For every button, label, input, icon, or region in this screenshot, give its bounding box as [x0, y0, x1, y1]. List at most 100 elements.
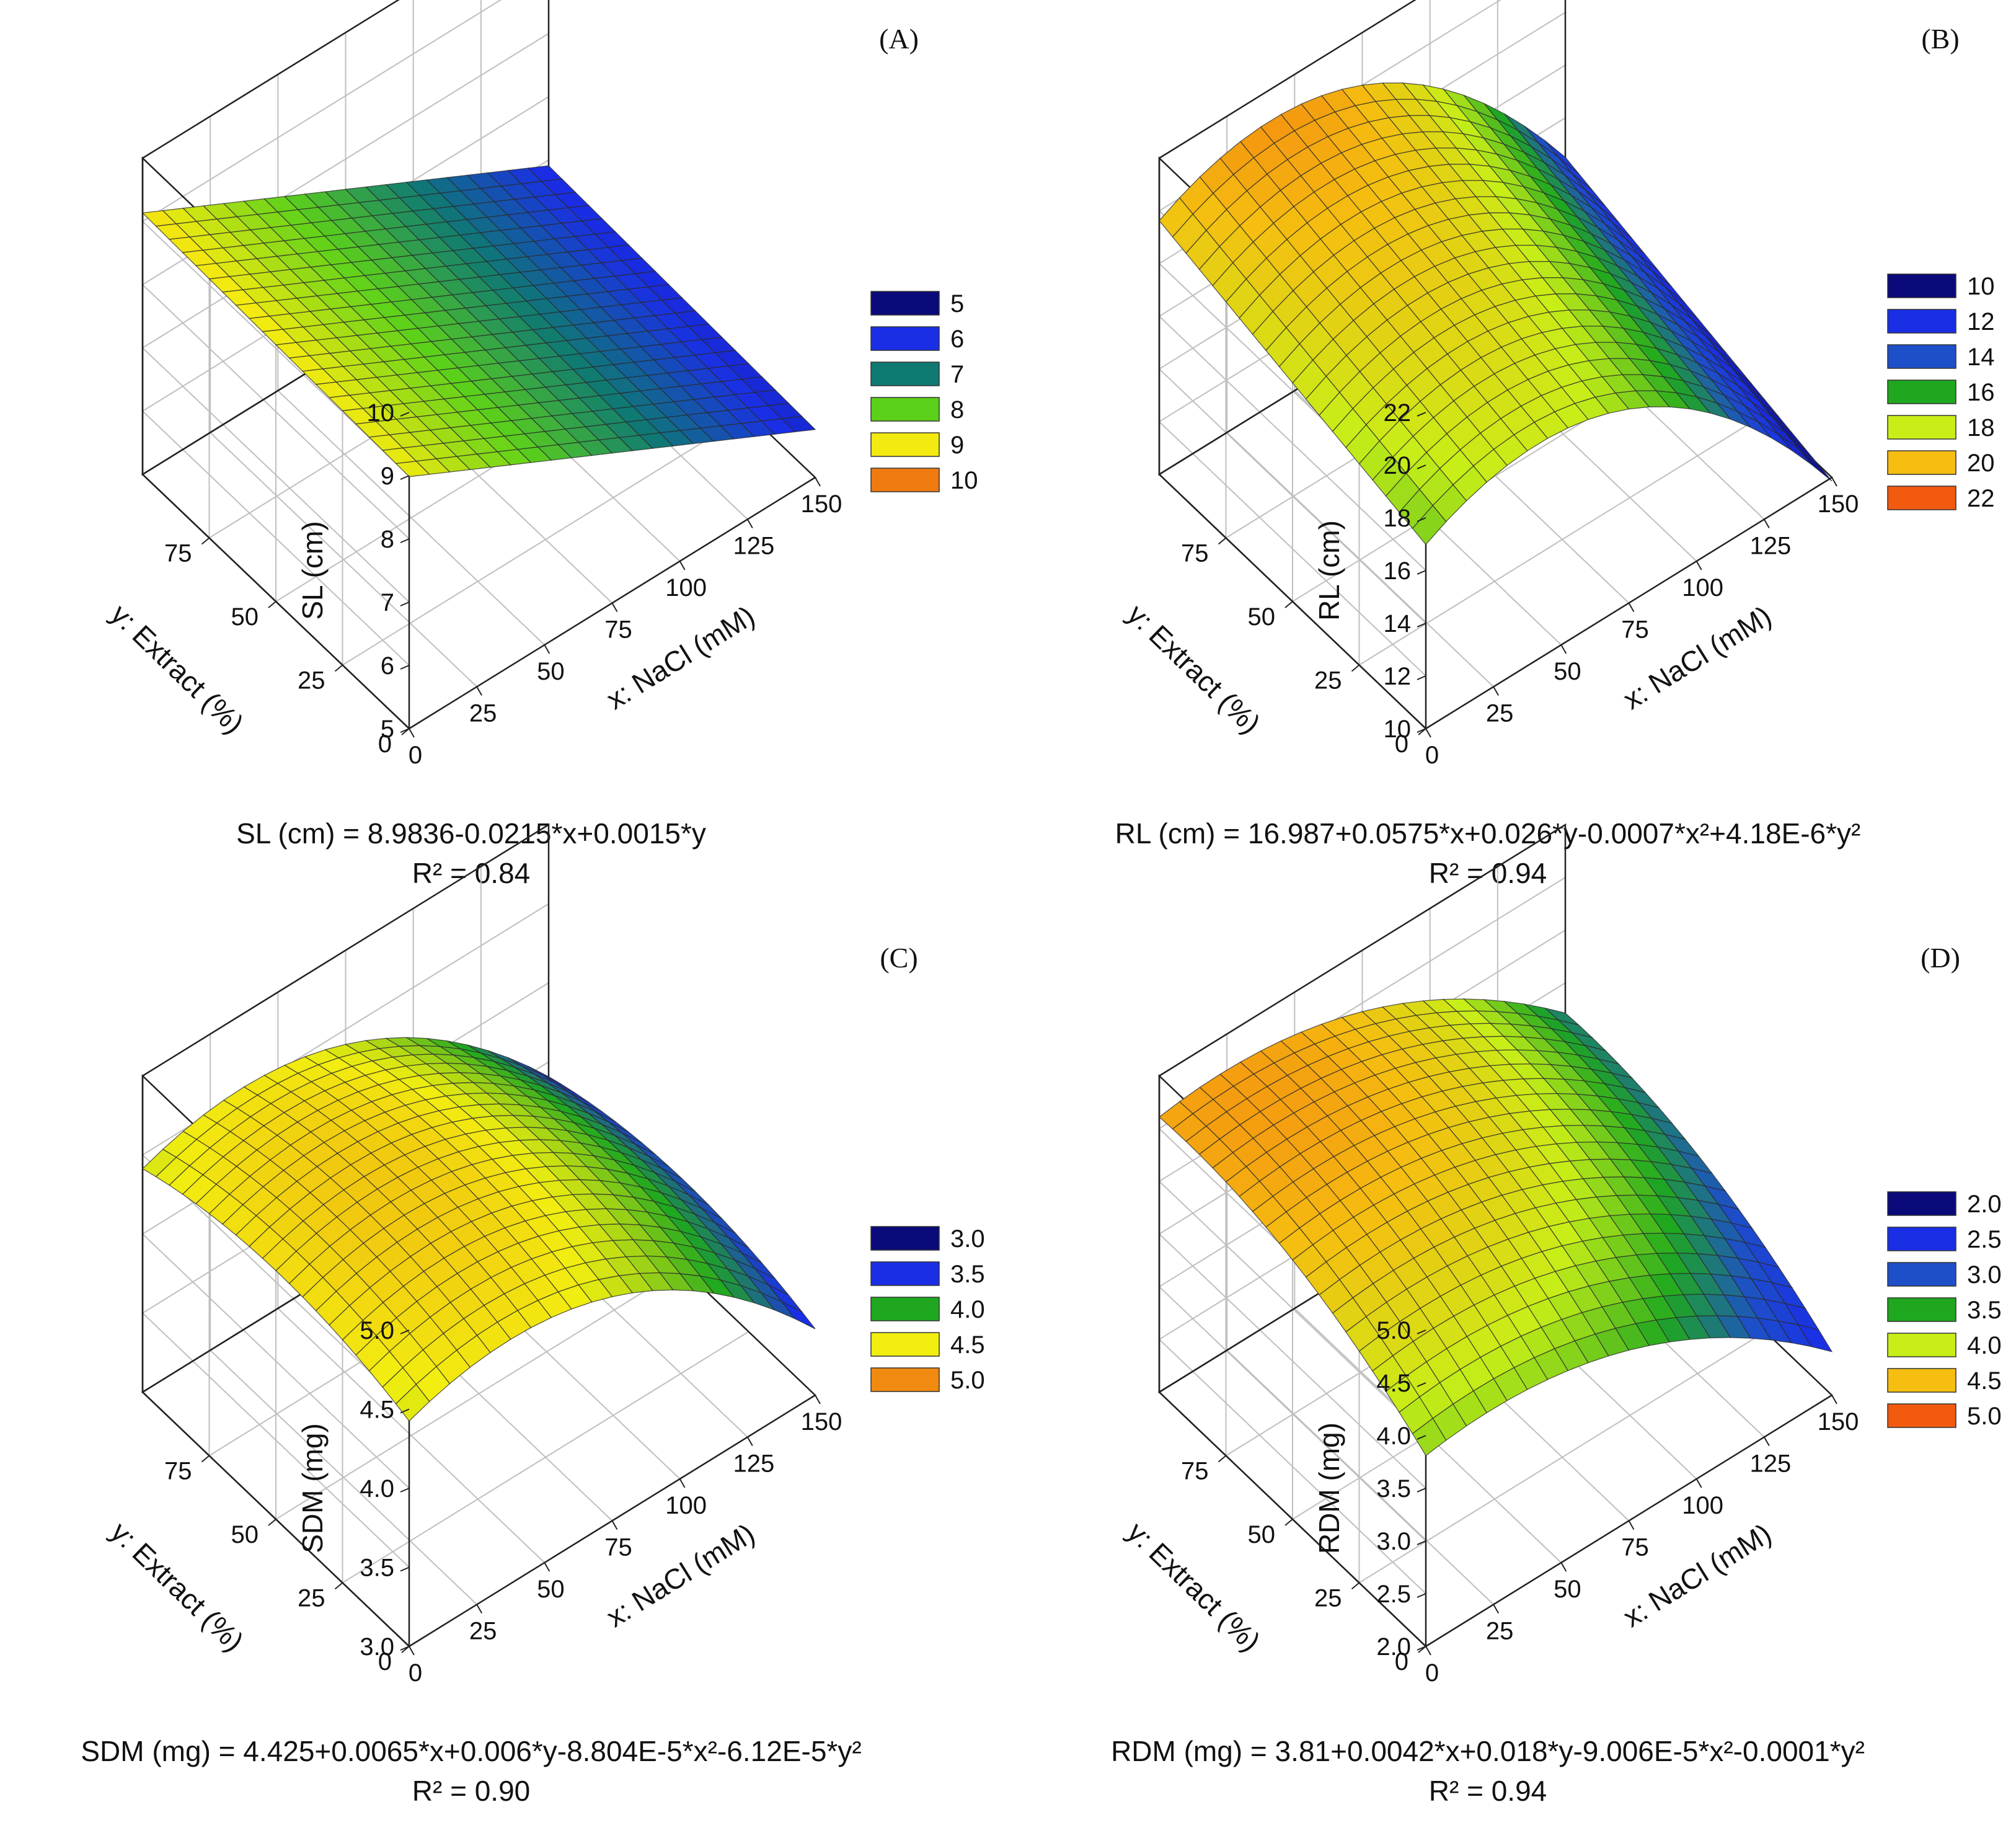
- z-tick-label: 2.0: [1376, 1633, 1411, 1661]
- legend: 2.0 2.5 3.0 3.5 4.0 4.5 5.0: [1887, 1191, 2002, 1430]
- x-tick-mark: [1560, 644, 1567, 654]
- surface-cell: [527, 165, 563, 182]
- x-tick-mark: [1831, 477, 1837, 487]
- y-tick-label: 50: [231, 1521, 259, 1548]
- legend-label: 6: [950, 326, 964, 353]
- y-tick-label: 50: [1248, 1521, 1276, 1548]
- legend: 3.0 3.5 4.0 4.5 5.0: [870, 1225, 985, 1394]
- legend-swatch: [870, 1367, 940, 1392]
- y-tick-mark: [1351, 1582, 1360, 1590]
- legend-label: 5.0: [950, 1367, 985, 1394]
- x-tick-mark: [1831, 1395, 1837, 1405]
- z-tick-label: 5: [381, 716, 394, 743]
- legend-swatch: [1887, 1262, 1956, 1287]
- x-tick-label: 0: [1425, 742, 1439, 769]
- y-tick-mark: [268, 1519, 276, 1526]
- z-tick-mark: [1417, 412, 1426, 417]
- legend-label: 5: [950, 290, 964, 317]
- y-tick-label: 75: [1181, 1458, 1209, 1485]
- z-tick-label: 20: [1384, 452, 1412, 479]
- legend-swatch: [1887, 1297, 1956, 1322]
- z-tick-mark: [1417, 1329, 1426, 1334]
- legend-label: 14: [1967, 344, 1995, 371]
- z-tick-label: 12: [1384, 663, 1412, 690]
- legend-swatch: [1887, 344, 1956, 369]
- surface-cell: [1544, 140, 1580, 174]
- z-axis-title: RL (cm): [1313, 520, 1345, 621]
- legend-label: 3.5: [950, 1261, 985, 1288]
- legend-swatch: [1887, 1403, 1956, 1428]
- y-tick-label: 75: [164, 1458, 192, 1485]
- z-tick-label: 7: [381, 589, 394, 616]
- x-tick-mark: [1695, 561, 1702, 570]
- legend-label: 4.5: [950, 1331, 985, 1359]
- x-tick-mark: [746, 1437, 753, 1446]
- z-tick-label: 3.0: [1376, 1528, 1411, 1555]
- regression-equation: RDM (mg) = 3.81+0.0042*x+0.018*y-9.006E-…: [1111, 1735, 1865, 1767]
- y-tick-mark: [1284, 601, 1293, 608]
- y-tick-label: 0: [1395, 730, 1408, 758]
- x-tick-mark: [1628, 603, 1635, 612]
- legend-swatch: [1887, 273, 1956, 298]
- y-tick-label: 25: [298, 1585, 325, 1612]
- x-tick-label: 50: [1554, 1576, 1581, 1603]
- surface-cell: [1544, 1008, 1579, 1026]
- z-tick-mark: [1417, 1435, 1426, 1440]
- z-tick-mark: [400, 665, 410, 670]
- x-tick-mark: [544, 1562, 550, 1572]
- x-tick-label: 50: [537, 658, 565, 685]
- surface: [141, 165, 816, 477]
- y-tick-mark: [268, 601, 276, 608]
- y-tick-mark: [334, 664, 343, 672]
- z-tick-mark: [1417, 1382, 1426, 1387]
- surface-cell: [528, 1066, 562, 1085]
- legend-label: 2.5: [1967, 1226, 2002, 1253]
- z-tick-label: 4.0: [1376, 1422, 1411, 1450]
- legend: 10 12 14 16 18 20 22: [1887, 273, 1995, 512]
- x-tick-label: 0: [409, 742, 422, 769]
- legend-label: 10: [950, 467, 978, 494]
- x-tick-label: 25: [469, 700, 497, 727]
- regression-equation: SL (cm) = 8.9836-0.0215*x+0.0015*y: [236, 817, 706, 850]
- x-tick-mark: [679, 1478, 686, 1488]
- surface: [1158, 998, 1833, 1457]
- x-tick-mark: [1763, 1437, 1770, 1446]
- surface-cell: [1798, 448, 1833, 482]
- z-tick-mark: [1417, 623, 1426, 628]
- z-tick-mark: [400, 1488, 410, 1493]
- x-tick-label: 150: [1818, 490, 1859, 518]
- y-tick-label: 25: [1314, 667, 1342, 695]
- z-tick-mark: [400, 601, 410, 606]
- z-tick-mark: [400, 475, 410, 480]
- z-tick-label: 5.0: [360, 1317, 394, 1344]
- x-tick-mark: [1425, 1646, 1431, 1656]
- legend-swatch: [870, 326, 940, 351]
- y-tick-mark: [1284, 1519, 1293, 1526]
- grid-line: [1358, 413, 1766, 666]
- y-tick-label: 75: [1181, 540, 1209, 567]
- z-tick-mark: [400, 538, 410, 543]
- legend-swatch: [870, 1261, 940, 1286]
- legend-swatch: [1887, 1368, 1956, 1393]
- y-tick-mark: [401, 728, 410, 735]
- z-tick-mark: [400, 412, 410, 417]
- z-tick-label: 9: [381, 463, 394, 490]
- z-tick-label: 4.0: [360, 1475, 394, 1502]
- legend-label: 8: [950, 396, 964, 424]
- legend-label: 16: [1967, 379, 1995, 406]
- y-tick-label: 25: [1314, 1585, 1342, 1612]
- z-tick-mark: [400, 1329, 410, 1334]
- grid-line: [275, 1267, 683, 1520]
- z-tick-label: 2.5: [1376, 1581, 1411, 1608]
- x-tick-mark: [1763, 519, 1770, 528]
- z-tick-label: 3.5: [360, 1555, 394, 1582]
- z-tick-label: 4.5: [360, 1396, 394, 1424]
- y-axis-title: y: Extract (%): [1121, 1516, 1267, 1658]
- x-tick-mark: [409, 1646, 415, 1656]
- legend-label: 4.5: [1967, 1367, 2002, 1395]
- y-tick-mark: [201, 1455, 210, 1463]
- legend-swatch: [870, 397, 940, 422]
- x-tick-mark: [476, 686, 483, 696]
- y-tick-label: 0: [378, 1648, 392, 1675]
- y-tick-label: 0: [378, 730, 392, 758]
